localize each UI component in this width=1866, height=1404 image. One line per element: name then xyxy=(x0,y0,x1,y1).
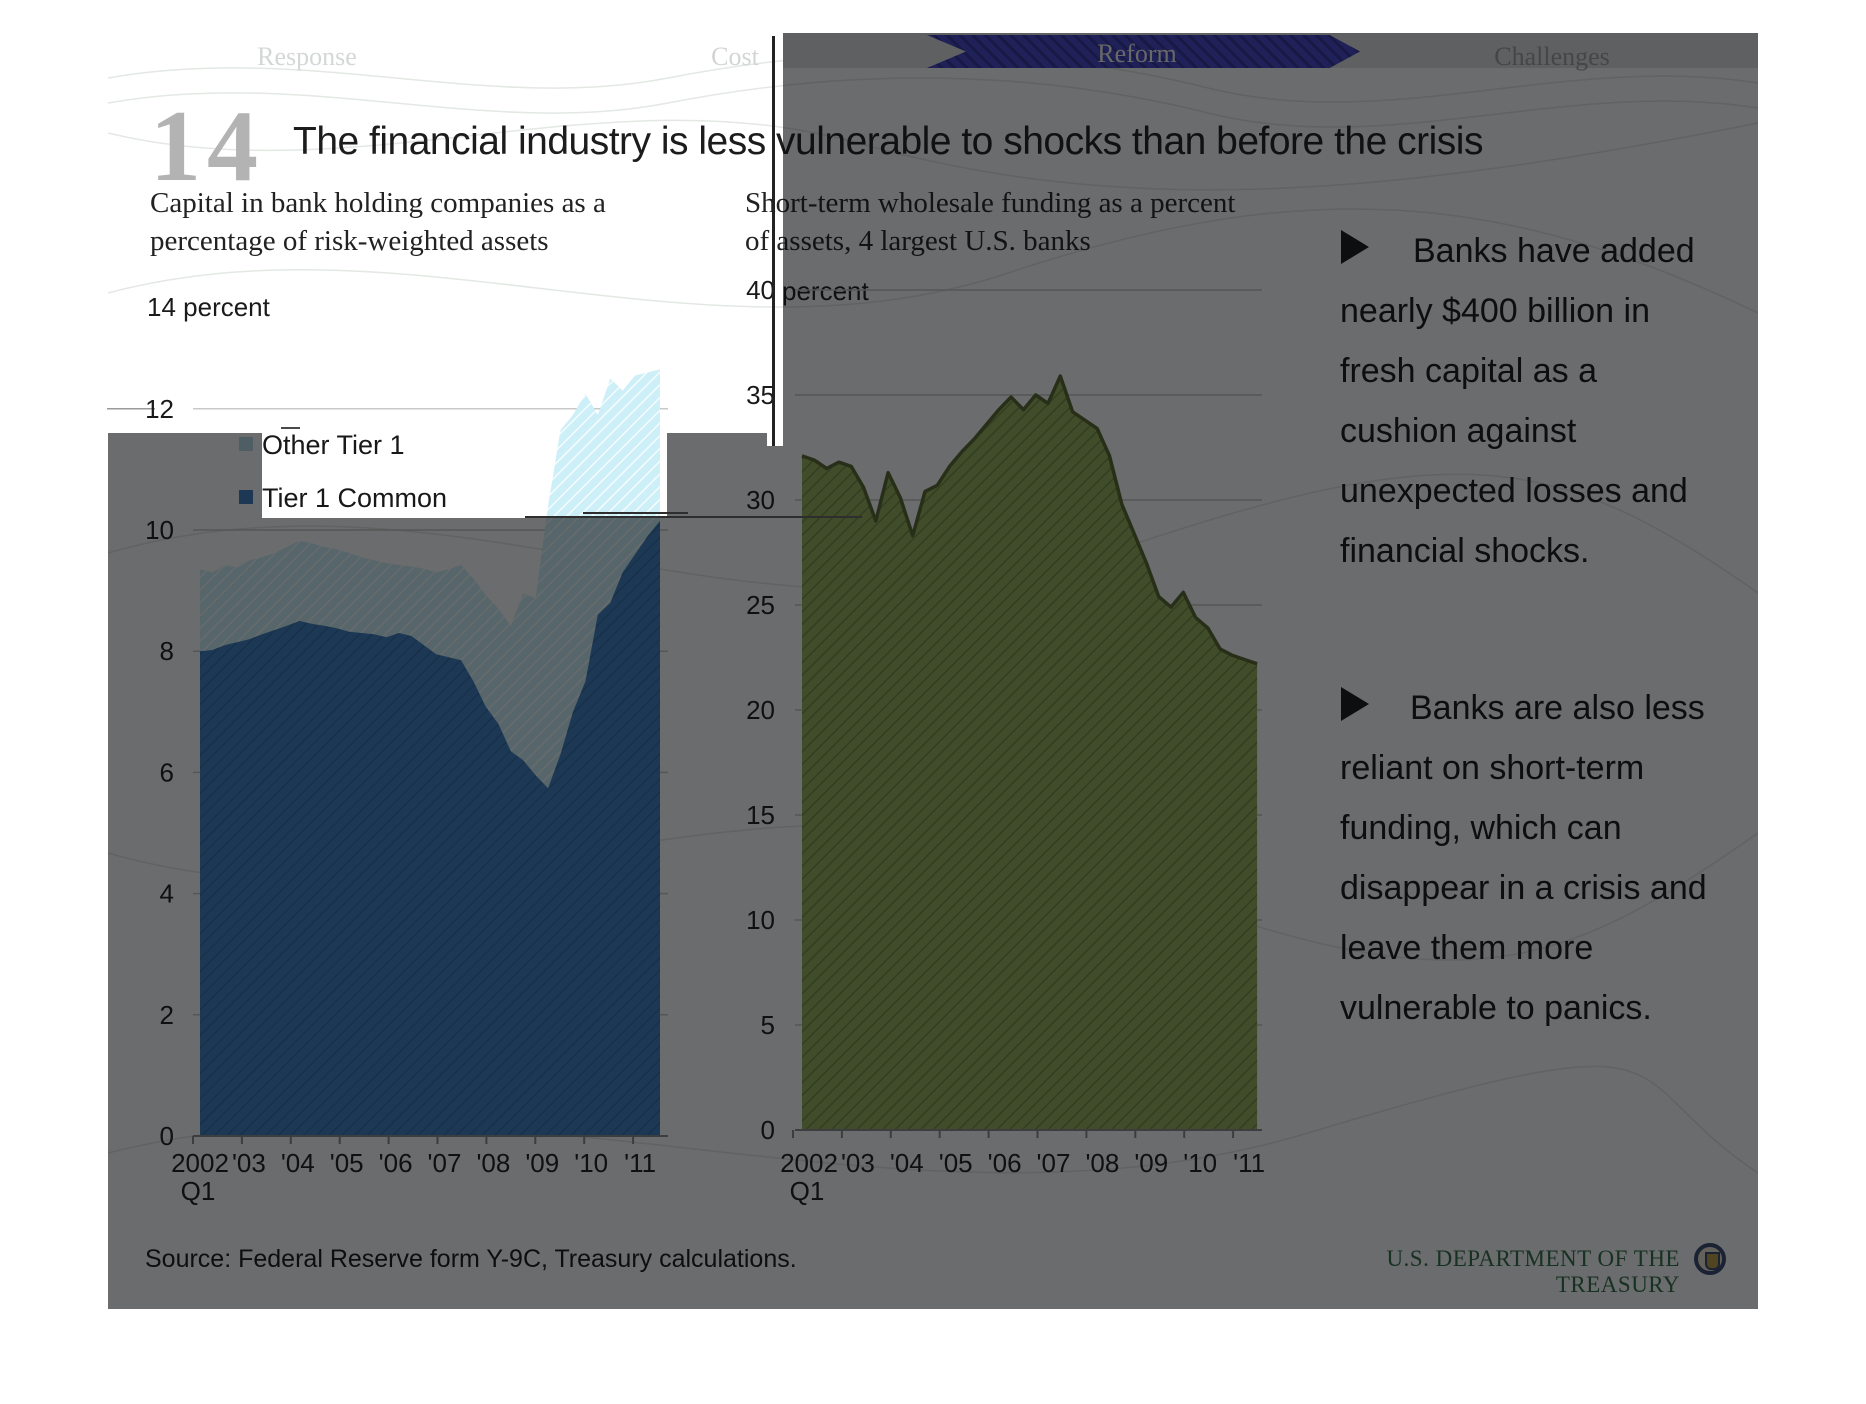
svg-text:35: 35 xyxy=(746,380,775,410)
nav-tab-response[interactable]: Response xyxy=(257,42,357,71)
svg-text:40: 40 xyxy=(746,275,775,305)
legend-label-other-tier1: Other Tier 1 xyxy=(262,430,405,460)
legend-label-tier1-common: Tier 1 Common xyxy=(262,483,448,513)
hline-artifact xyxy=(583,512,688,514)
chart1-title-line1: Capital in bank holding companies as a xyxy=(150,187,606,219)
nav-tab-cost[interactable]: Cost xyxy=(711,42,759,71)
dim-overlay xyxy=(108,518,1758,1309)
dim-overlay xyxy=(783,433,1758,518)
dim-overlay xyxy=(767,446,783,518)
hline-artifact xyxy=(525,516,862,518)
svg-text:12: 12 xyxy=(145,394,174,424)
dim-overlay xyxy=(108,433,262,518)
selection-vline-artifact xyxy=(772,36,775,446)
legend-overline-artifact xyxy=(281,427,300,429)
chart1-unit-label: 14 percent xyxy=(147,292,270,322)
chart1-title: Capital in bank holding companies as a p… xyxy=(150,184,606,260)
dim-overlay xyxy=(783,33,1758,433)
slide-number: 14 xyxy=(150,90,264,203)
chart1-title-line2: percentage of risk-weighted assets xyxy=(150,225,549,257)
dim-overlay xyxy=(667,433,767,518)
